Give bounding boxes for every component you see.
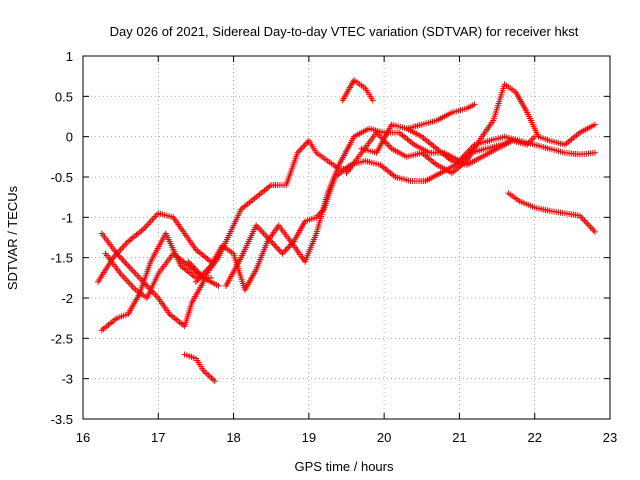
data-point: [471, 101, 478, 108]
data-point: [591, 121, 598, 128]
x-tick-label: 16: [76, 430, 90, 445]
data-point: [211, 378, 218, 385]
x-tick-label: 21: [452, 430, 466, 445]
y-tick-label: -2: [61, 291, 73, 306]
x-axis-label: GPS time / hours: [295, 459, 394, 474]
y-axis-label: SDTVAR / TECUs: [5, 185, 20, 290]
data-point: [531, 133, 538, 140]
y-tick-label: -0.5: [51, 170, 73, 185]
y-tick-label: 0: [66, 130, 73, 145]
y-tick-label: -2.5: [51, 331, 73, 346]
x-tick-label: 23: [603, 430, 617, 445]
data-point: [591, 149, 598, 156]
y-tick-label: -1.5: [51, 251, 73, 266]
y-tick-label: 0.5: [55, 89, 73, 104]
data-point: [591, 228, 598, 235]
data-series: [181, 351, 218, 385]
data-series: [95, 210, 214, 285]
data-series: [339, 77, 376, 104]
data-series: [98, 230, 207, 330]
data-point: [369, 97, 376, 104]
x-tick-label: 18: [226, 430, 240, 445]
data-marks: [95, 77, 598, 385]
y-tick-label: -3.5: [51, 412, 73, 427]
data-series: [343, 81, 598, 176]
x-tick-label: 19: [302, 430, 316, 445]
y-tick-label: -3: [61, 372, 73, 387]
data-series: [403, 101, 478, 132]
data-series: [102, 250, 222, 301]
x-tick-label: 22: [527, 430, 541, 445]
y-tick-label: -1: [61, 210, 73, 225]
x-tick-label: 20: [377, 430, 391, 445]
data-series: [505, 190, 598, 235]
x-tick-label: 17: [151, 430, 165, 445]
grid: [83, 56, 610, 419]
plot-frame: [82, 55, 611, 420]
chart-title: Day 026 of 2021, Sidereal Day-to-day VTE…: [110, 24, 579, 39]
data-point: [215, 282, 222, 289]
y-tick-label: 1: [66, 49, 73, 64]
axis-ticks: 16 17 18 19 20 21 22 23 -3.5 -3 -2.5 -2 -1.5 -1 -0.5 0 0…: [51, 49, 618, 445]
